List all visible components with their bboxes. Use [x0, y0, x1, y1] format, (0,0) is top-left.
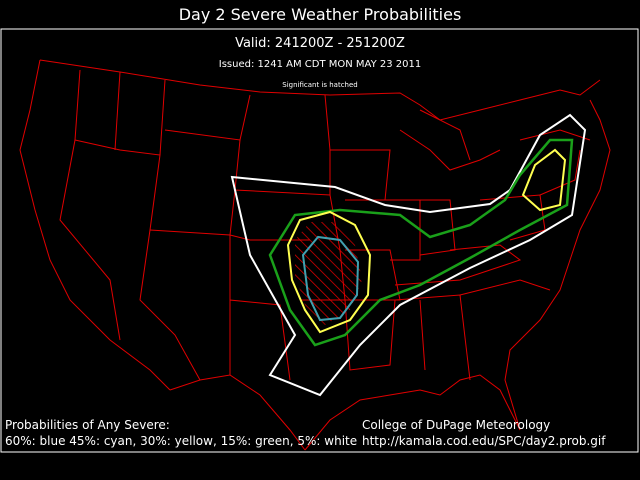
credit-source: College of DuPage Meteorology	[362, 418, 550, 432]
map-frame	[0, 28, 639, 453]
valid-time: Valid: 241200Z - 251200Z	[235, 36, 405, 51]
hatch-note: Significant is hatched	[282, 81, 358, 89]
credit-url: http://kamala.cod.edu/SPC/day2.prob.gif	[362, 434, 606, 448]
legend-heading: Probabilities of Any Severe:	[5, 418, 170, 432]
issued-time: Issued: 1241 AM CDT MON MAY 23 2011	[219, 59, 422, 70]
legend-key: 60%: blue 45%: cyan, 30%: yellow, 15%: g…	[5, 434, 357, 448]
state-boundaries	[19, 59, 611, 451]
contour-30-west	[286, 210, 372, 334]
contour-30-east	[521, 148, 567, 212]
contour-5	[230, 113, 587, 397]
contour-45	[301, 235, 360, 322]
title: Day 2 Severe Weather Probabilities	[179, 5, 462, 24]
contour-15	[268, 138, 574, 347]
